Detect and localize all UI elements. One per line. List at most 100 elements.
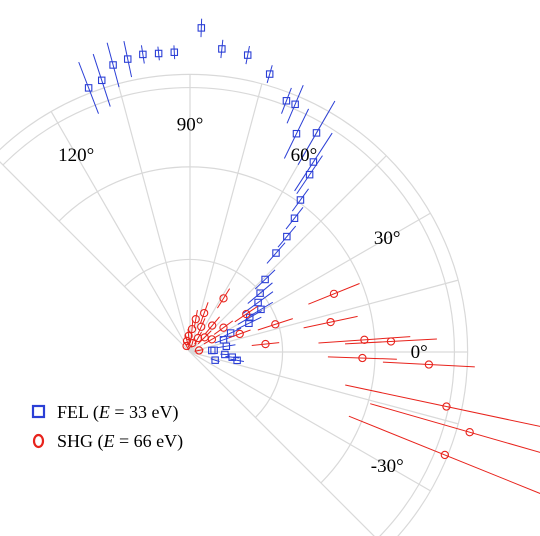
- error-bar: [228, 329, 251, 339]
- angle-tick-labels: -30° 0° 30° 60° 90° 120°: [58, 114, 428, 477]
- error-bar: [193, 310, 198, 329]
- data-point-square: [265, 70, 274, 78]
- data-point-square: [233, 356, 241, 365]
- data-point-square: [256, 289, 264, 297]
- data-point-circle: [193, 333, 203, 343]
- data-point-circle: [200, 308, 209, 318]
- angular-gridline: [189, 279, 459, 353]
- data-point-square: [292, 129, 301, 138]
- data-point-square: [309, 158, 318, 166]
- data-point-square: [170, 48, 179, 57]
- data-point-circle: [207, 335, 217, 344]
- error-bar: [92, 53, 111, 107]
- error-bar: [203, 334, 221, 345]
- data-point-circle: [329, 289, 339, 298]
- data-point-square: [245, 319, 253, 328]
- data-point-square: [272, 249, 280, 257]
- data-point-circle: [358, 353, 367, 363]
- error-bar: [345, 384, 540, 427]
- error-bar: [236, 316, 262, 330]
- angle-tick-label: -30°: [371, 456, 404, 477]
- series-shg: [182, 283, 540, 494]
- series-fel: [78, 18, 336, 365]
- data-point-square: [226, 329, 235, 337]
- data-point-square: [290, 214, 299, 222]
- error-bar: [308, 283, 360, 305]
- legend-fel-label: FEL (E = 33 eV): [57, 402, 178, 423]
- data-point-square: [211, 356, 219, 364]
- error-bar: [283, 108, 310, 159]
- angular-gridline: [189, 351, 375, 536]
- error-bar: [225, 355, 240, 359]
- data-point-square: [291, 100, 299, 109]
- angular-gridline: [50, 111, 191, 353]
- error-bar: [190, 338, 195, 348]
- data-point-square: [218, 45, 226, 53]
- error-bar: [266, 65, 273, 84]
- data-point-square: [283, 232, 291, 241]
- error-bar: [348, 415, 540, 494]
- error-bar: [327, 356, 397, 360]
- error-bar: [173, 45, 176, 60]
- error-bar: [106, 42, 120, 88]
- legend-shg-label: SHG (E = 66 eV): [57, 431, 183, 452]
- error-bar: [187, 329, 190, 343]
- angular-gridline: [189, 155, 387, 353]
- angular-gridline: [0, 161, 191, 353]
- data-point-square: [197, 24, 206, 32]
- error-bar: [370, 403, 540, 453]
- error-bar: [197, 318, 206, 336]
- error-bar: [294, 132, 333, 192]
- error-bar: [257, 318, 293, 331]
- data-point-square: [123, 55, 132, 63]
- data-series: [78, 18, 540, 494]
- data-point-circle: [184, 331, 193, 341]
- angle-tick-label: 90°: [177, 114, 204, 135]
- data-point-circle: [442, 402, 451, 411]
- data-point-square: [97, 76, 106, 85]
- angular-gridline: [189, 83, 263, 353]
- data-point-circle: [208, 321, 217, 330]
- angle-tick-label: 60°: [291, 145, 318, 166]
- data-point-circle: [191, 315, 200, 324]
- legend-shg-marker: [32, 433, 45, 449]
- error-bar: [216, 288, 231, 309]
- error-bar: [277, 225, 297, 248]
- data-point-square: [261, 275, 269, 284]
- error-bar: [234, 305, 258, 323]
- data-point-circle: [271, 320, 280, 329]
- data-point-circle: [242, 309, 251, 319]
- error-bar: [286, 85, 304, 124]
- data-point-circle: [194, 346, 204, 355]
- error-bar: [318, 336, 411, 344]
- data-point-square: [312, 129, 321, 137]
- angular-gridline: [189, 351, 431, 492]
- error-bar: [245, 45, 250, 65]
- error-bar: [194, 349, 204, 352]
- error-bar: [266, 242, 286, 264]
- data-point-square: [84, 84, 93, 92]
- error-bar: [204, 316, 220, 335]
- legend-fel-marker: [31, 404, 46, 419]
- legend: FEL (E = 33 eV) SHG (E = 66 eV): [31, 402, 183, 452]
- data-point-square: [296, 196, 305, 204]
- error-bar: [382, 361, 475, 368]
- error-bar: [285, 207, 304, 230]
- data-point-square: [221, 350, 229, 359]
- error-bar: [230, 358, 244, 362]
- data-point-circle: [219, 323, 228, 332]
- error-bar: [199, 302, 209, 325]
- error-bar: [247, 282, 273, 304]
- angle-tick-label: 120°: [58, 145, 94, 166]
- data-point-circle: [235, 329, 244, 339]
- error-bar: [184, 334, 190, 348]
- data-point-square: [243, 51, 252, 59]
- data-point-square: [305, 170, 314, 179]
- data-point-circle: [182, 336, 192, 346]
- error-bar: [157, 46, 160, 61]
- polar-grid: [0, 73, 469, 536]
- data-point-circle: [424, 360, 434, 369]
- error-bar: [248, 301, 274, 317]
- data-point-circle: [360, 335, 369, 344]
